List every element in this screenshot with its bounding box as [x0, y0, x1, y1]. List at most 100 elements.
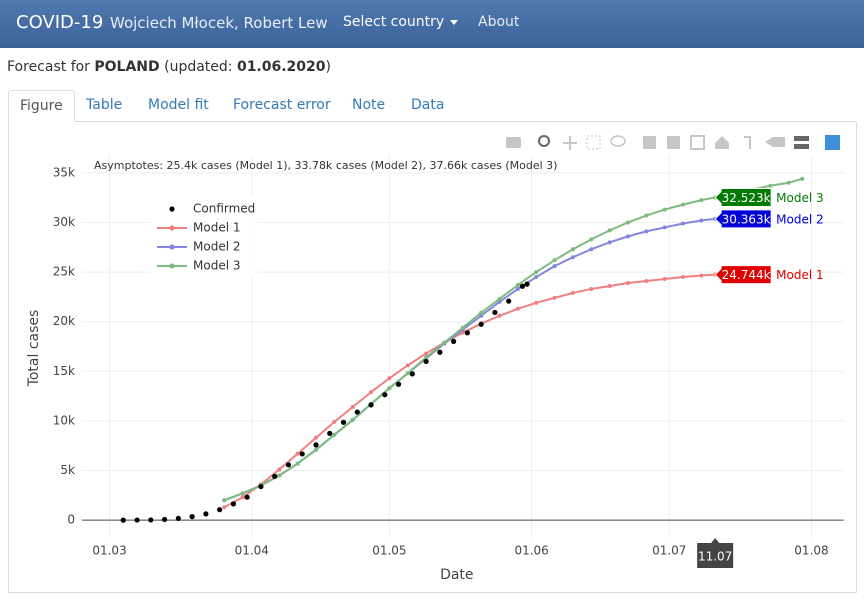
- series: [120, 281, 530, 523]
- hover-x-label: 11.07: [698, 550, 732, 564]
- point: [295, 461, 300, 466]
- point: [607, 240, 612, 245]
- point: [460, 325, 465, 330]
- annotation: Asymptotes: 25.4k cases (Model 1), 33.78…: [94, 159, 557, 172]
- point: [786, 180, 791, 185]
- point: [354, 409, 360, 415]
- about-link[interactable]: About: [478, 14, 520, 30]
- point: [625, 234, 630, 239]
- tab[interactable]: Figure: [8, 90, 75, 122]
- point: [148, 517, 154, 523]
- point: [382, 392, 388, 398]
- hover-value: 32.523k: [722, 191, 771, 205]
- hover-box: [714, 265, 772, 285]
- point: [607, 283, 612, 288]
- camera-icon[interactable]: [506, 137, 521, 148]
- tab[interactable]: Note: [352, 97, 386, 113]
- point: [534, 270, 539, 275]
- point: [644, 229, 649, 234]
- plotly-logo[interactable]: [825, 135, 840, 150]
- point: [313, 447, 318, 452]
- forecast-heading: Forecast for POLAND (updated: 01.06.2020…: [7, 59, 331, 75]
- autoscale-icon[interactable]: [690, 135, 705, 150]
- zoom-out-icon[interactable]: [667, 136, 680, 149]
- x-axis-title: Date: [440, 567, 473, 583]
- point: [662, 225, 667, 230]
- point: [350, 417, 355, 422]
- legend-marker: [169, 225, 175, 231]
- point: [515, 306, 520, 311]
- brand[interactable]: COVID-19: [16, 12, 104, 33]
- point: [244, 494, 250, 500]
- legend-label: Model 1: [193, 221, 240, 235]
- zoom-in-icon[interactable]: [643, 136, 656, 149]
- point: [478, 321, 484, 327]
- point: [497, 296, 502, 301]
- line: [223, 177, 803, 502]
- point: [424, 351, 429, 356]
- point: [464, 330, 470, 336]
- legend-label: Model 2: [193, 240, 240, 254]
- point: [285, 462, 292, 468]
- hover-compare-icon[interactable]: [794, 144, 809, 149]
- point: [189, 514, 195, 520]
- point: [681, 221, 686, 226]
- hover-compare-icon[interactable]: [794, 136, 809, 141]
- point: [313, 442, 319, 448]
- point: [662, 207, 667, 212]
- hover-name: Model 3: [776, 191, 823, 205]
- y-tick-label: 30k: [53, 215, 75, 229]
- spike-icon[interactable]: [744, 136, 751, 149]
- point: [332, 432, 337, 437]
- point: [589, 247, 594, 252]
- menu-label[interactable]: Select country: [343, 14, 445, 30]
- point: [327, 430, 333, 436]
- point: [570, 247, 575, 252]
- point: [699, 273, 704, 278]
- select-icon[interactable]: [586, 135, 601, 150]
- y-tick-label: 35k: [53, 165, 75, 179]
- tab[interactable]: Data: [411, 97, 445, 113]
- point: [258, 483, 264, 490]
- x-tick-label: 01.06: [514, 544, 548, 558]
- y-tick-label: 10k: [53, 413, 75, 427]
- point: [387, 376, 392, 381]
- point: [120, 517, 126, 523]
- legend-marker: [169, 206, 175, 212]
- point: [768, 183, 773, 188]
- point: [222, 505, 227, 510]
- point: [644, 279, 649, 284]
- grid: [82, 155, 844, 538]
- point: [222, 498, 227, 503]
- point: [313, 435, 318, 440]
- point: [277, 467, 282, 472]
- pan-icon[interactable]: [563, 136, 577, 150]
- point: [492, 309, 498, 316]
- point: [589, 286, 594, 291]
- tab[interactable]: Forecast error: [233, 97, 331, 113]
- tab[interactable]: Model fit: [148, 97, 209, 113]
- hover-closest-icon[interactable]: [765, 137, 785, 147]
- point: [497, 313, 502, 318]
- zoom-icon[interactable]: [538, 135, 550, 147]
- point: [437, 349, 443, 355]
- point: [552, 264, 557, 269]
- x-tick-label: 01.03: [92, 544, 126, 558]
- point: [368, 402, 374, 408]
- lasso-icon[interactable]: [610, 135, 626, 147]
- hover-box: [714, 209, 772, 229]
- legend-label: Confirmed: [193, 202, 255, 216]
- y-tick-label: 5k: [60, 463, 75, 477]
- reset-icon[interactable]: [715, 136, 729, 149]
- hover-value: 30.363k: [722, 212, 771, 226]
- select-country[interactable]: Select country: [343, 14, 459, 30]
- x-tick-label: 01.07: [652, 544, 686, 558]
- x-tick-label: 01.08: [794, 544, 828, 558]
- point: [395, 381, 402, 387]
- point: [277, 473, 282, 478]
- point: [515, 286, 520, 291]
- point: [699, 198, 704, 203]
- point: [534, 300, 539, 305]
- tab[interactable]: Table: [86, 97, 123, 113]
- hover: 32.523k Model 3 30.363k Model 2 24.744k Model…: [697, 187, 824, 568]
